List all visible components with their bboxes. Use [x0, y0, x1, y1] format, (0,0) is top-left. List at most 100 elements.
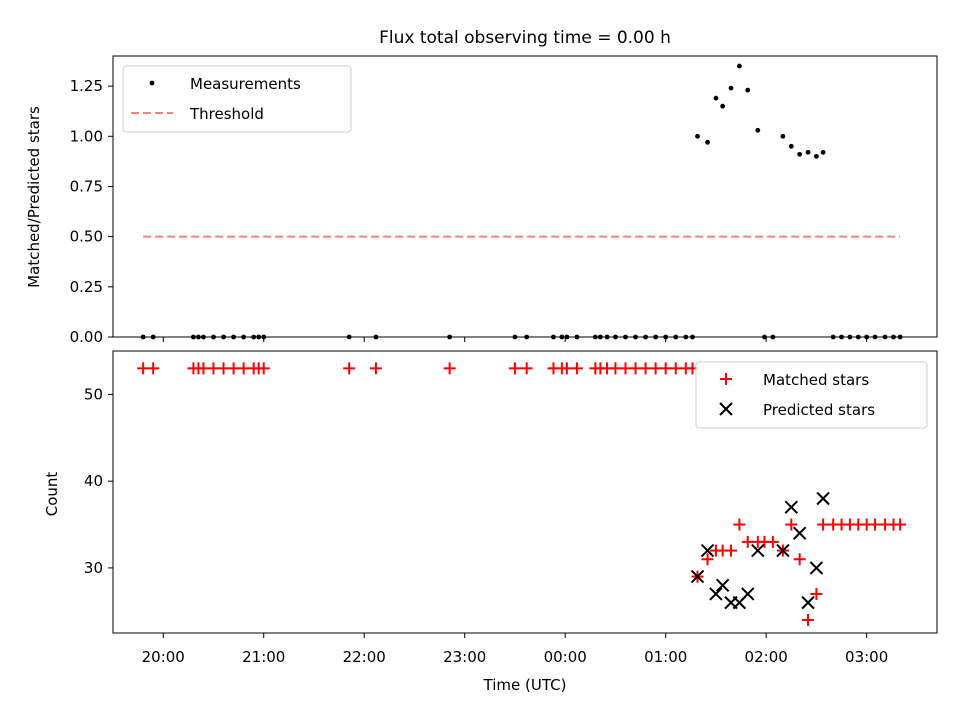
predicted-star-point: [709, 587, 723, 601]
matched-star-point: [639, 362, 652, 375]
measurement-point: [705, 139, 710, 145]
bottom-x-axis: 20:00 21:00 22:00 23:00 00:00 01:00 02:00 03:00: [142, 633, 888, 666]
bottom-plot-area: [137, 362, 907, 626]
measurement-point: [728, 85, 734, 91]
bottom-y-tick-label: 30: [84, 559, 103, 577]
top-y-axis: 0.00 0.25 0.50 0.75 1.00 1.25: [70, 77, 113, 346]
measurement-point: [755, 127, 761, 133]
legend-predicted-label: Predicted stars: [763, 401, 875, 419]
matched-star-point: [560, 362, 573, 375]
top-y-tick-label: 0.00: [70, 328, 103, 346]
matched-star-point: [520, 362, 533, 375]
measurement-point: [797, 151, 803, 157]
x-tick-label: 21:00: [242, 648, 285, 666]
matched-star-point: [725, 544, 737, 557]
x-axis-label: Time (UTC): [483, 676, 567, 694]
matched-star-point: [649, 362, 662, 375]
predicted-star-point: [809, 561, 824, 575]
top-legend: Measurements Threshold: [122, 65, 352, 133]
matched-star-point: [217, 362, 230, 375]
measurement-point: [820, 149, 826, 155]
measurement-point: [736, 63, 742, 69]
predicted-star-point: [801, 595, 815, 610]
panel-ratio: 0.00 0.25 0.50 0.75 1.00 1.25 Matched/Predict…: [25, 55, 938, 346]
top-y-tick-label: 0.25: [70, 278, 103, 296]
predicted-star-point: [751, 543, 765, 558]
matched-star-point: [869, 518, 882, 531]
x-tick-label: 03:00: [845, 648, 888, 666]
predicted-star-point: [792, 526, 807, 540]
matched-star-point: [197, 362, 210, 375]
predicted-star-point: [700, 543, 715, 558]
matched-star-point: [793, 553, 806, 566]
matched-star-point: [733, 518, 746, 531]
bottom-y-tick-label: 40: [84, 472, 103, 490]
predicted-star-point: [715, 578, 730, 592]
legend-matched-label: Matched stars: [763, 371, 869, 389]
matched-star-point: [237, 362, 250, 375]
matched-star-point: [257, 362, 270, 375]
legend-matched-marker: [720, 373, 732, 385]
legend-measurements-marker: [149, 80, 155, 86]
matched-star-point: [817, 518, 830, 531]
matched-star-point: [619, 362, 632, 375]
x-tick-label: 20:00: [142, 648, 185, 666]
top-y-tick-label: 0.50: [70, 228, 103, 246]
top-axes-frame: [112, 55, 938, 338]
matched-star-point: [443, 362, 456, 375]
legend-measurements-label: Measurements: [190, 75, 301, 93]
measurement-point: [805, 149, 811, 155]
measurement-point: [720, 103, 726, 109]
matched-star-point: [343, 362, 356, 375]
predicted-star-point: [741, 587, 755, 601]
bottom-y-tick-label: 50: [84, 385, 103, 403]
measurement-point: [814, 153, 819, 159]
matched-star-point: [609, 362, 622, 375]
x-tick-label: 22:00: [343, 648, 386, 666]
predicted-star-point: [776, 543, 790, 558]
bottom-legend: Matched stars Predicted stars: [695, 361, 928, 429]
matched-star-point: [629, 362, 642, 375]
top-y-tick-label: 1.00: [70, 127, 103, 145]
top-y-axis-label: Matched/Predicted stars: [25, 106, 43, 288]
matched-star-point: [659, 362, 672, 375]
matched-star-point: [207, 362, 220, 375]
bottom-axes-frame: [112, 350, 938, 634]
matched-star-point: [741, 535, 754, 548]
matched-star-point: [701, 553, 714, 566]
matched-star-point: [669, 362, 682, 375]
matched-star-point: [508, 362, 521, 375]
matched-star-point: [570, 362, 583, 375]
predicted-star-point: [784, 500, 798, 514]
top-y-tick-label: 0.75: [70, 177, 103, 195]
matched-star-point: [785, 518, 798, 531]
measurement-point: [713, 95, 719, 101]
matched-star-point: [137, 362, 150, 375]
measurement-point: [745, 87, 751, 93]
matched-star-point: [147, 362, 160, 375]
measurement-point: [695, 133, 700, 139]
predicted-star-point: [690, 569, 705, 584]
matched-star-point: [802, 613, 815, 626]
matched-star-point: [894, 518, 907, 531]
bottom-y-axis: 30 40 50: [84, 385, 113, 577]
matched-star-point: [369, 362, 382, 375]
x-tick-label: 23:00: [443, 648, 486, 666]
x-tick-label: 00:00: [544, 648, 587, 666]
matched-star-point: [227, 362, 240, 375]
bottom-y-axis-label: Count: [43, 472, 61, 517]
measurement-point: [780, 133, 786, 139]
measurement-point: [788, 143, 794, 149]
matched-star-point: [766, 535, 779, 548]
x-tick-label: 01:00: [644, 648, 687, 666]
panel-counts: 30 40 50 20:00 21:00 22:00 23:00 00:00 01:00 02:…: [43, 350, 938, 694]
x-tick-label: 02:00: [745, 648, 788, 666]
top-x-ticks: [162, 337, 868, 342]
predicted-star-point: [816, 491, 830, 506]
matched-star-point: [810, 587, 823, 600]
legend-threshold-label: Threshold: [189, 105, 264, 123]
legend-predicted-marker: [719, 402, 733, 416]
top-y-tick-label: 1.25: [70, 77, 103, 95]
chart-title: Flux total observing time = 0.00 h: [379, 28, 671, 48]
